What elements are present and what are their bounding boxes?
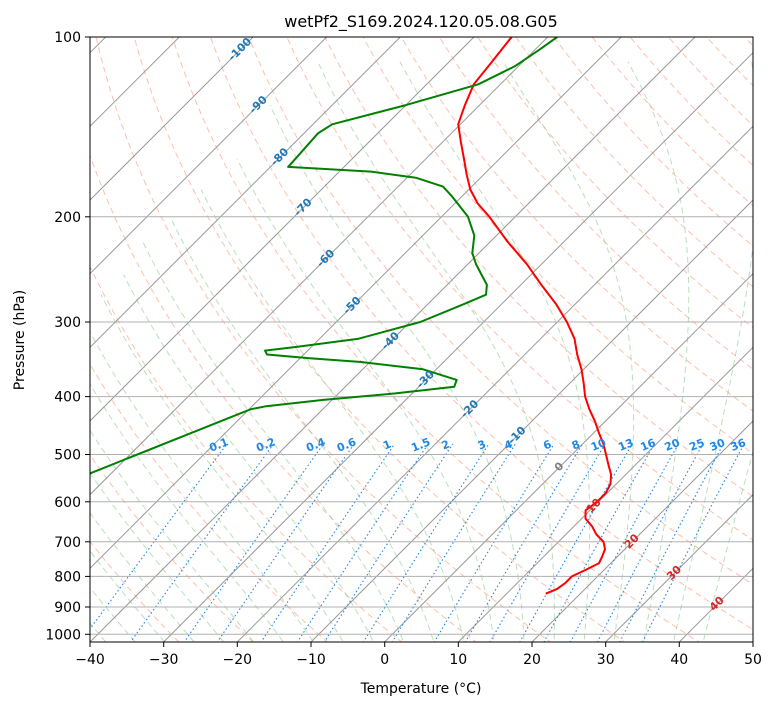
y-axis-label: Pressure (hPa) [12, 290, 28, 390]
mixing-ratio-label: 25 [687, 436, 706, 454]
isotherm-line [90, 37, 402, 349]
mixing-ratio-line [641, 443, 745, 642]
isotherm-line [90, 37, 623, 570]
x-tick-label: 0 [380, 652, 389, 668]
dry-adiabat [515, 37, 753, 288]
x-tick-label: 20 [523, 652, 541, 668]
mixing-ratio-line [216, 443, 355, 642]
y-axis: 1000 900 800 700 600 500 400 300 200 100 [45, 30, 90, 643]
mixing-ratio-label: 36 [729, 436, 748, 454]
y-tick-label: 400 [54, 390, 81, 406]
moist-adiabat [142, 241, 405, 642]
isotherm-line [90, 37, 254, 201]
y-tick-label: 100 [54, 30, 81, 46]
moist-adiabat [100, 294, 344, 642]
mixing-ratio-line [596, 443, 704, 642]
moist-adiabat [90, 512, 195, 642]
mixing-ratio-label: 16 [638, 436, 657, 454]
y-tick-label: 800 [54, 569, 81, 585]
x-tick-label: 10 [449, 652, 467, 668]
mixing-ratio-line [323, 443, 454, 642]
isotherm-line [90, 37, 328, 275]
isoline-labels: -100-90-80-70-60-50-40-30-20-10010203040… [207, 35, 748, 614]
mixing-ratio-line [183, 443, 324, 642]
mixing-ratio-line [519, 443, 633, 642]
moist-adiabat [269, 104, 525, 642]
isotherm-line [236, 125, 753, 642]
y-tick-label: 500 [54, 448, 81, 464]
mixing-ratio-label: 13 [616, 436, 635, 454]
isotherm-line [383, 272, 753, 642]
isotherm-line [90, 37, 696, 642]
mixing-ratio-label: 3 [476, 438, 488, 453]
dry-adiabat [90, 265, 403, 642]
mixing-ratio-line [391, 443, 516, 642]
series-layer [90, 37, 613, 595]
mixing-ratio-label: 8 [570, 438, 582, 453]
y-tick-label: 600 [54, 495, 81, 511]
moist-adiabat [123, 274, 375, 642]
mixing-ratio-line [569, 443, 679, 642]
dry-adiabat [286, 37, 753, 541]
dry-adiabat [438, 37, 753, 370]
x-axis-label: Temperature (°C) [360, 681, 482, 697]
mixing-ratio-label: 30 [708, 436, 727, 454]
isotherm-line [457, 346, 753, 642]
moist-adiabat [90, 586, 136, 642]
x-tick-label: −20 [223, 652, 253, 668]
y-tick-label: 300 [54, 315, 81, 331]
isotherm-line [604, 493, 753, 642]
x-tick-label: 40 [670, 652, 688, 668]
x-tick-label: 50 [744, 652, 762, 668]
dry-adiabat [248, 37, 753, 586]
mixing-ratio-label: 10 [589, 436, 608, 454]
isotherm-line [310, 199, 753, 642]
x-axis: −40 −30 −20 −10 0 10 20 30 40 50 [75, 642, 762, 668]
y-tick-label: 900 [54, 600, 81, 616]
mixing-ratio-line [362, 443, 490, 642]
dry-adiabat [324, 37, 753, 498]
mixing-ratio-label: 20 [663, 436, 682, 454]
mixing-ratio-line [296, 443, 429, 642]
isotherm-line [162, 51, 753, 642]
moist-adiabat [90, 330, 314, 642]
y-tick-label: 700 [54, 535, 81, 551]
moist-adiabat [200, 189, 465, 642]
y-tick-label: 200 [54, 210, 81, 226]
dry-adiabat [477, 37, 753, 329]
x-tick-label: −10 [296, 652, 326, 668]
mixing-ratio-label: 1 [381, 438, 393, 453]
dry-adiabat [400, 37, 753, 412]
x-tick-label: 30 [597, 652, 615, 668]
isotherm-line [531, 420, 753, 642]
isotherm-line [90, 37, 549, 496]
mixing-ratio-line [464, 443, 583, 642]
moist-adiabat [90, 472, 225, 642]
moist-adiabat [169, 216, 435, 642]
mixing-ratio-line [90, 443, 228, 630]
isotherm-line [90, 37, 475, 422]
moist-adiabat [90, 429, 255, 642]
chart-title: wetPf2_S169.2024.120.05.08.G05 [284, 12, 558, 32]
y-tick-label: 1000 [45, 627, 81, 643]
moist-adiabat [90, 550, 166, 642]
mixing-ratio-line [433, 443, 555, 642]
temperature-line [457, 37, 613, 595]
x-tick-label: −30 [149, 652, 179, 668]
mixing-ratio-line [489, 443, 606, 642]
mixing-ratio-label: 2 [440, 438, 452, 453]
x-tick-label: −40 [75, 652, 105, 668]
moist-adiabat [90, 382, 285, 642]
mixing-ratio-line [619, 443, 724, 642]
pressure-grid [90, 37, 753, 635]
plot-frame [89, 36, 754, 643]
mixing-ratio-line [543, 443, 655, 642]
dewpoint-line [90, 37, 558, 475]
